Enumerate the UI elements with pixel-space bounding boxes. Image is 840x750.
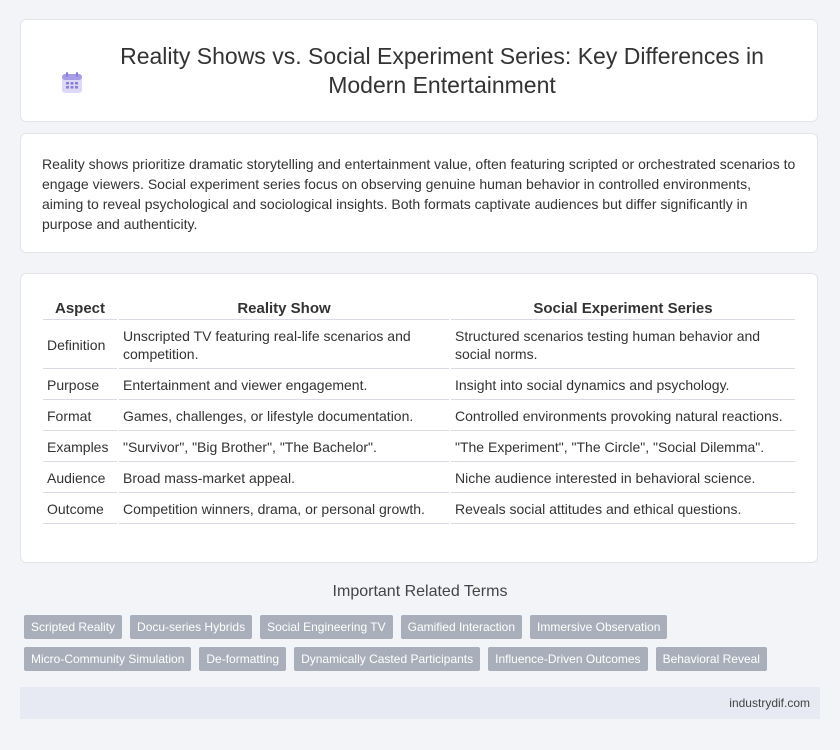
table-row: Purpose Entertainment and viewer engagem… xyxy=(43,371,795,400)
page-title: Reality Shows vs. Social Experiment Seri… xyxy=(120,42,764,98)
row-reality-show: Competition winners, drama, or personal … xyxy=(119,495,449,524)
comparison-card: Aspect Reality Show Social Experiment Se… xyxy=(20,273,818,563)
term-tag[interactable]: Scripted Reality xyxy=(24,615,123,639)
header-aspect: Aspect xyxy=(43,296,117,320)
term-tag[interactable]: Behavioral Reveal xyxy=(655,647,767,671)
row-reality-show: "Survivor", "Big Brother", "The Bachelor… xyxy=(119,433,449,462)
table-row: Format Games, challenges, or lifestyle d… xyxy=(43,402,795,431)
term-tag[interactable]: Gamified Interaction xyxy=(400,615,522,639)
comparison-table: Aspect Reality Show Social Experiment Se… xyxy=(41,294,797,526)
row-aspect: Format xyxy=(43,402,117,431)
related-terms-title: Important Related Terms xyxy=(332,583,508,600)
row-aspect: Purpose xyxy=(43,371,117,400)
footer: industrydif.com xyxy=(20,687,820,719)
row-social-experiment: Insight into social dynamics and psychol… xyxy=(451,371,795,400)
row-aspect: Audience xyxy=(43,464,117,493)
header-card: Reality Shows vs. Social Experiment Seri… xyxy=(20,19,818,122)
footer-site-link[interactable]: industrydif.com xyxy=(729,696,810,710)
row-aspect: Outcome xyxy=(43,495,117,524)
term-tag[interactable]: Immersive Observation xyxy=(530,615,668,639)
row-social-experiment: Reveals social attitudes and ethical que… xyxy=(451,495,795,524)
term-tag[interactable]: Social Engineering TV xyxy=(260,615,393,639)
header-reality-show: Reality Show xyxy=(119,296,449,320)
table-header-row: Aspect Reality Show Social Experiment Se… xyxy=(43,296,795,320)
intro-card: Reality shows prioritize dramatic storyt… xyxy=(20,133,818,253)
row-reality-show: Games, challenges, or lifestyle document… xyxy=(119,402,449,431)
related-terms-list: Scripted Reality Docu-series Hybrids Soc… xyxy=(24,615,814,671)
table-row: Outcome Competition winners, drama, or p… xyxy=(43,495,795,524)
term-tag[interactable]: De-formatting xyxy=(199,647,287,671)
intro-text: Reality shows prioritize dramatic storyt… xyxy=(42,156,796,232)
term-tag[interactable]: Micro-Community Simulation xyxy=(24,647,192,671)
row-social-experiment: "The Experiment", "The Circle", "Social … xyxy=(451,433,795,462)
table-row: Definition Unscripted TV featuring real-… xyxy=(43,322,795,369)
term-tag[interactable]: Dynamically Casted Participants xyxy=(294,647,481,671)
row-reality-show: Unscripted TV featuring real-life scenar… xyxy=(119,322,449,369)
term-tag[interactable]: Docu-series Hybrids xyxy=(130,615,253,639)
title-wrap: Reality Shows vs. Social Experiment Seri… xyxy=(59,42,779,100)
row-aspect: Definition xyxy=(43,322,117,369)
table-row: Audience Broad mass-market appeal. Niche… xyxy=(43,464,795,493)
row-reality-show: Broad mass-market appeal. xyxy=(119,464,449,493)
calendar-icon xyxy=(62,71,82,93)
term-tag[interactable]: Influence-Driven Outcomes xyxy=(488,647,648,671)
row-reality-show: Entertainment and viewer engagement. xyxy=(119,371,449,400)
row-social-experiment: Controlled environments provoking natura… xyxy=(451,402,795,431)
row-aspect: Examples xyxy=(43,433,117,462)
header-social-experiment: Social Experiment Series xyxy=(451,296,795,320)
row-social-experiment: Structured scenarios testing human behav… xyxy=(451,322,795,369)
table-row: Examples "Survivor", "Big Brother", "The… xyxy=(43,433,795,462)
row-social-experiment: Niche audience interested in behavioral … xyxy=(451,464,795,493)
